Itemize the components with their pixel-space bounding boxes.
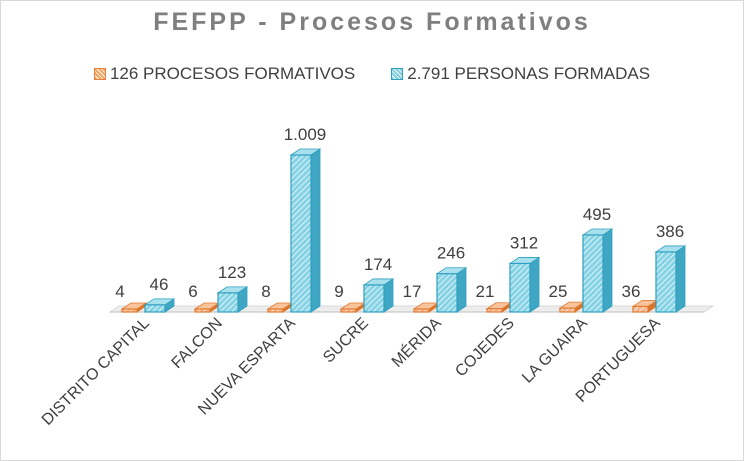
bar-front-personas-1 [217, 292, 239, 313]
data-label-procesos-5: 21 [476, 282, 495, 301]
bar-personas-7 [654, 245, 687, 313]
bar-side-personas-6 [602, 228, 613, 313]
bar-side-personas-7 [675, 245, 686, 313]
bar-personas-3 [362, 278, 395, 313]
data-label-personas-2: 1.009 [284, 125, 327, 144]
data-label-procesos-4: 17 [403, 282, 422, 301]
bar-front-procesos-0 [121, 308, 138, 313]
data-label-procesos-7: 36 [622, 282, 641, 301]
bar-personas-5 [508, 256, 541, 313]
data-label-personas-4: 246 [437, 244, 465, 263]
legend-item-procesos: 126 PROCESOS FORMATIVOS [93, 64, 356, 84]
bar-front-personas-7 [655, 251, 677, 313]
data-label-personas-6: 495 [583, 205, 611, 224]
category-label-4: MÉRIDA [387, 313, 445, 371]
category-label-3: SUCRE [320, 315, 372, 367]
bar-front-personas-0 [144, 304, 166, 313]
bar-procesos-7 [631, 299, 659, 313]
data-label-procesos-3: 9 [334, 282, 343, 301]
bar-procesos-0 [120, 302, 148, 313]
bar-side-personas-4 [456, 266, 467, 313]
legend-label-procesos: 126 PROCESOS FORMATIVOS [109, 64, 356, 83]
legend: 126 PROCESOS FORMATIVOS 2.791 PERSONAS F… [0, 64, 744, 84]
data-label-procesos-6: 25 [549, 282, 568, 301]
bar-personas-0 [143, 298, 176, 313]
legend-swatch-procesos [93, 68, 106, 80]
bar-procesos-3 [339, 302, 367, 313]
data-label-personas-5: 312 [510, 233, 538, 252]
legend-item-personas: 2.791 PERSONAS FORMADAS [391, 64, 650, 84]
data-label-procesos-0: 4 [115, 282, 124, 301]
bar-front-personas-4 [436, 273, 458, 313]
bar-front-procesos-4 [413, 308, 430, 313]
data-label-personas-1: 123 [218, 263, 246, 282]
bar-side-personas-5 [529, 256, 540, 313]
bar-front-personas-5 [509, 262, 531, 313]
bar-front-personas-6 [582, 234, 604, 313]
bar-personas-6 [581, 228, 614, 313]
data-label-personas-7: 386 [656, 222, 684, 241]
bar-personas-1 [216, 286, 249, 313]
bar-front-procesos-1 [194, 308, 211, 313]
data-label-procesos-1: 6 [188, 282, 197, 301]
bar-front-procesos-3 [340, 308, 357, 313]
bar-side-personas-2 [310, 148, 321, 313]
category-label-1: FALCON [169, 315, 226, 372]
bar-front-procesos-6 [559, 307, 576, 313]
bar-front-personas-3 [363, 284, 385, 313]
bar-personas-4 [435, 266, 468, 313]
bar-procesos-1 [193, 302, 221, 313]
bar-front-procesos-5 [486, 308, 503, 313]
bar-front-procesos-2 [267, 308, 284, 313]
bar-front-procesos-7 [632, 305, 649, 313]
chart-title: FEFPP - Procesos Formativos [153, 8, 591, 36]
legend-label-personas: 2.791 PERSONAS FORMADAS [407, 64, 651, 83]
data-label-procesos-2: 8 [261, 282, 270, 301]
bar-personas-2 [289, 148, 322, 313]
legend-swatch-personas [391, 68, 404, 80]
data-label-personas-0: 46 [150, 275, 169, 294]
bar-front-personas-2 [290, 154, 312, 313]
category-label-6: LA GUAIRA [519, 315, 591, 387]
category-label-5: COJEDES [452, 315, 517, 380]
data-label-personas-3: 174 [364, 255, 392, 274]
category-label-0: DISTRITO CAPITAL [39, 315, 153, 429]
